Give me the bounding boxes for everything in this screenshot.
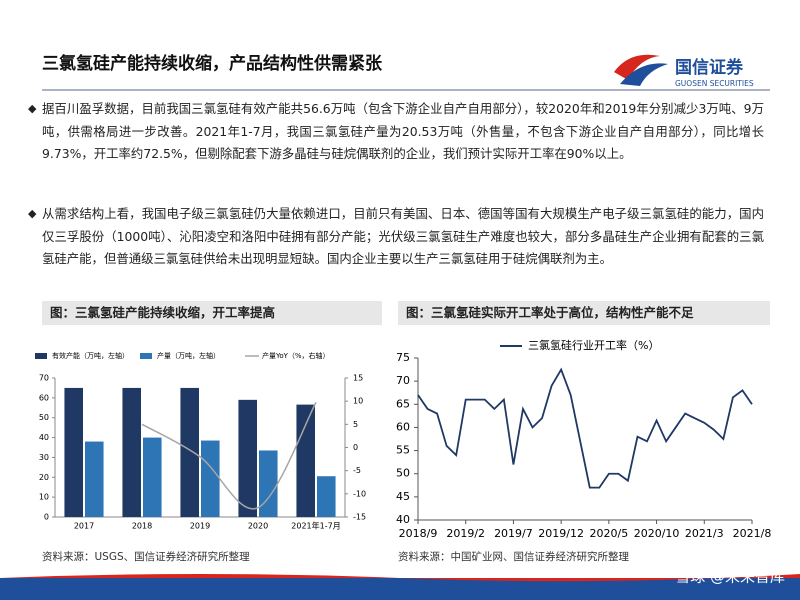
y-tick-label: 30 bbox=[39, 453, 49, 462]
logo-cn: 国信证券 bbox=[675, 57, 744, 78]
x-tick-label: 2020 bbox=[248, 522, 268, 531]
y2-tick-label: 15 bbox=[353, 374, 363, 383]
bar bbox=[143, 437, 162, 517]
x-tick-label: 2021年1-7月 bbox=[291, 521, 340, 531]
bullet-text: 据百川盈孚数据，目前我国三氯氢硅有效产能共56.6万吨（包含下游企业自产自用部分… bbox=[42, 101, 764, 161]
y-tick-label: 0 bbox=[44, 513, 49, 522]
page-title: 三氯氢硅产能持续收缩，产品结构性供需紧张 bbox=[42, 53, 383, 74]
footer-band bbox=[0, 578, 800, 600]
figure-caption: 图：三氯氢硅实际开工率处于高位，结构性产能不足 bbox=[398, 301, 770, 325]
legend-label: 产量（万吨，左轴） bbox=[157, 351, 220, 360]
y-tick-label: 10 bbox=[39, 493, 49, 502]
bar bbox=[122, 387, 141, 517]
y-tick-label: 40 bbox=[396, 513, 410, 526]
legend-label: 有效产能（万吨，左轴） bbox=[52, 351, 129, 360]
y-tick-label: 65 bbox=[396, 397, 410, 410]
x-tick-label: 2020/10 bbox=[634, 527, 680, 540]
y2-tick-label: -5 bbox=[353, 466, 361, 475]
y2-tick-label: -15 bbox=[353, 513, 366, 522]
series-line bbox=[417, 367, 753, 489]
y-tick-label: 40 bbox=[39, 433, 49, 442]
x-tick-label: 2021/8 bbox=[733, 527, 772, 540]
legend-swatch bbox=[35, 353, 47, 359]
y2-tick-label: 5 bbox=[353, 420, 358, 429]
bullet-text: 从需求结构上看，我国电子级三氯氢硅仍大量依赖进口，目前只有美国、日本、德国等国有… bbox=[42, 206, 764, 266]
x-tick-label: 2018/9 bbox=[399, 527, 438, 540]
x-tick-label: 2019 bbox=[190, 522, 210, 531]
figure-source: 资料来源：USGS、国信证券经济研究所整理 bbox=[42, 551, 250, 563]
figure-source: 资料来源：中国矿业网、国信证券经济研究所整理 bbox=[398, 551, 629, 563]
logo-en: GUOSEN SECURITIES bbox=[675, 79, 754, 88]
bar bbox=[64, 387, 83, 517]
bar bbox=[317, 476, 336, 517]
x-tick-label: 2020/5 bbox=[590, 527, 629, 540]
y-tick-label: 70 bbox=[396, 374, 410, 387]
watermark: 雪球 @未来智库 bbox=[675, 568, 785, 586]
bar bbox=[259, 450, 278, 517]
y-tick-label: 45 bbox=[396, 490, 410, 503]
footer-wave bbox=[0, 574, 800, 582]
y-tick-label: 50 bbox=[396, 467, 410, 480]
legend-label: 三氯氢硅行业开工率（%） bbox=[528, 338, 659, 352]
bullet-paragraph: ◆ 从需求结构上看，我国电子级三氯氢硅仍大量依赖进口，目前只有美国、日本、德国等国… bbox=[28, 203, 764, 271]
y-tick-label: 20 bbox=[39, 473, 49, 482]
y2-tick-label: 10 bbox=[353, 397, 363, 406]
x-tick-label: 2019/2 bbox=[446, 527, 485, 540]
y2-tick-label: -10 bbox=[353, 489, 366, 498]
logo: 国信证券 GUOSEN SECURITIES bbox=[614, 54, 754, 88]
series-line bbox=[141, 402, 317, 510]
bar bbox=[85, 441, 104, 517]
legend-label: 产量YoY（%，右轴） bbox=[262, 351, 330, 360]
y-tick-label: 75 bbox=[396, 351, 410, 364]
figure-caption: 图：三氯氢硅产能持续收缩，开工率提高 bbox=[42, 301, 382, 325]
x-tick-label: 2019/7 bbox=[494, 527, 533, 540]
y-tick-label: 70 bbox=[39, 374, 49, 383]
bullet-icon: ◆ bbox=[28, 102, 37, 115]
y-tick-label: 60 bbox=[39, 393, 49, 402]
y-tick-label: 60 bbox=[396, 420, 410, 433]
x-tick-label: 2021/3 bbox=[685, 527, 724, 540]
logo-swoosh-red bbox=[614, 54, 660, 80]
x-tick-label: 2019/12 bbox=[538, 527, 584, 540]
bullet-icon: ◆ bbox=[28, 207, 37, 220]
x-tick-label: 2017 bbox=[74, 522, 94, 531]
bar bbox=[238, 399, 257, 517]
logo-swoosh-blue bbox=[620, 63, 668, 86]
legend-swatch bbox=[140, 353, 152, 359]
x-tick-label: 2018 bbox=[132, 522, 152, 531]
y-tick-label: 55 bbox=[396, 444, 410, 457]
y2-tick-label: 0 bbox=[353, 443, 358, 452]
bullet-paragraph: ◆ 据百川盈孚数据，目前我国三氯氢硅有效产能共56.6万吨（包含下游企业自产自用部… bbox=[28, 98, 764, 166]
bar bbox=[296, 404, 315, 517]
bar bbox=[201, 440, 220, 517]
bar bbox=[180, 387, 199, 517]
y-tick-label: 50 bbox=[39, 413, 49, 422]
